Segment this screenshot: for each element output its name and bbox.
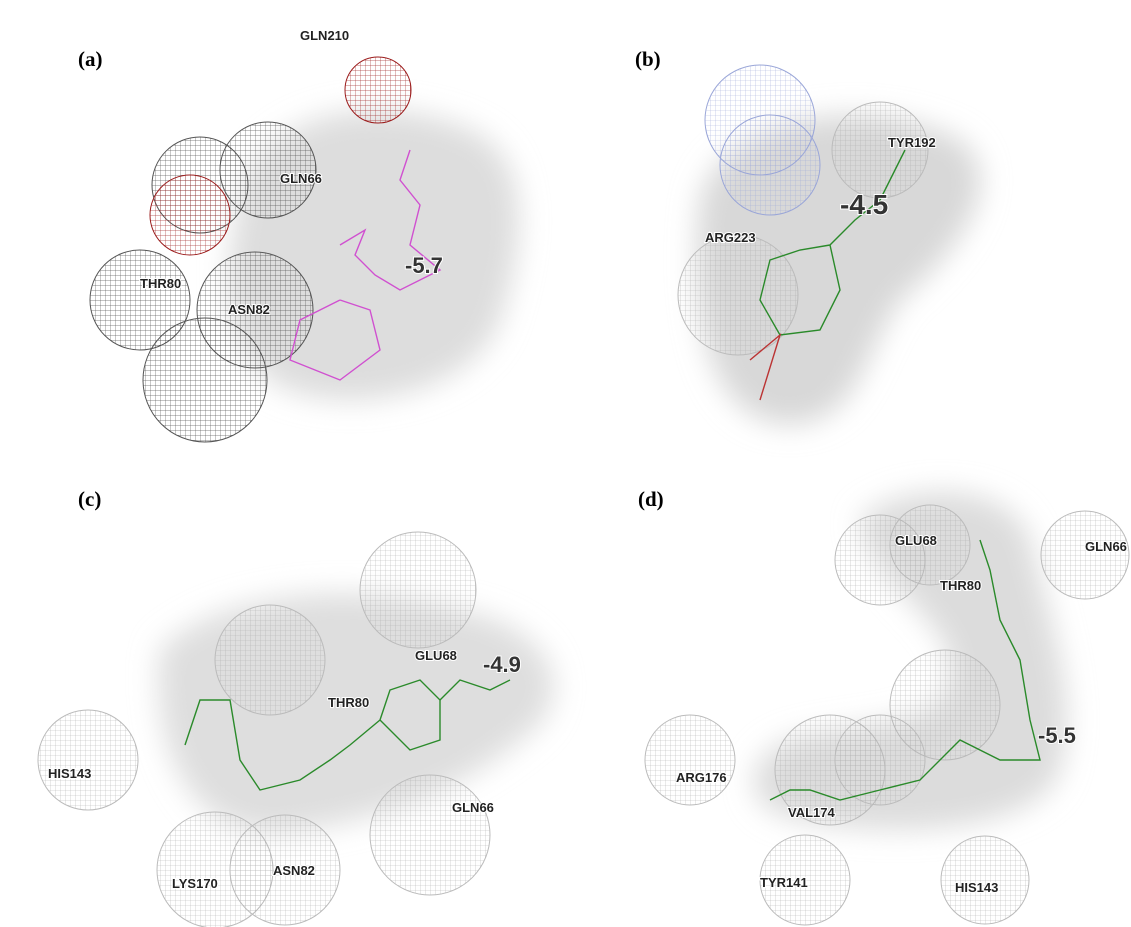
residue-label: THR80 — [328, 695, 369, 710]
residue-sphere — [720, 115, 820, 215]
residue-label: TYR141 — [760, 875, 808, 890]
residue-sphere — [345, 57, 411, 123]
surface — [159, 594, 554, 833]
residue-label: GLU68 — [415, 648, 457, 663]
docking-score: -4.5 — [840, 189, 888, 220]
residue-sphere — [215, 605, 325, 715]
residue-label: GLN66 — [1085, 539, 1127, 554]
residue-label: ASN82 — [228, 302, 270, 317]
residue-sphere — [370, 775, 490, 895]
residue-sphere — [832, 102, 928, 198]
residue-sphere — [1041, 511, 1129, 599]
residue-label: VAL174 — [788, 805, 835, 820]
residue-label: THR80 — [940, 578, 981, 593]
residue-label: ARG223 — [705, 230, 756, 245]
residue-label: HIS143 — [48, 766, 91, 781]
docking-score: -5.5 — [1038, 723, 1076, 748]
docking-score: -4.9 — [483, 652, 521, 677]
residue-label: GLN66 — [280, 171, 322, 186]
residue-label: THR80 — [140, 276, 181, 291]
panel-label: (d) — [638, 487, 664, 511]
panel-label: (a) — [78, 47, 103, 71]
residue-label: TYR192 — [888, 135, 936, 150]
residue-sphere — [835, 715, 925, 805]
residue-sphere — [143, 318, 267, 442]
residue-sphere — [150, 175, 230, 255]
residue-label: GLN66 — [452, 800, 494, 815]
figure: (a) GLN210 GLN66 THR80 ASN82 -5.7 (b) TY… — [0, 0, 1131, 927]
residue-sphere — [645, 715, 735, 805]
residue-sphere — [220, 122, 316, 218]
residue-label: LYS170 — [172, 876, 218, 891]
panel-label: (c) — [78, 487, 101, 511]
residue-sphere — [360, 532, 476, 648]
residue-label: GLU68 — [895, 533, 937, 548]
residue-label: ASN82 — [273, 863, 315, 878]
panel-label: (b) — [635, 47, 661, 71]
residue-label: ARG176 — [676, 770, 727, 785]
docking-score: -5.7 — [405, 253, 443, 278]
residue-label: GLN210 — [300, 28, 349, 43]
residue-label: HIS143 — [955, 880, 998, 895]
residue-sphere — [38, 710, 138, 810]
